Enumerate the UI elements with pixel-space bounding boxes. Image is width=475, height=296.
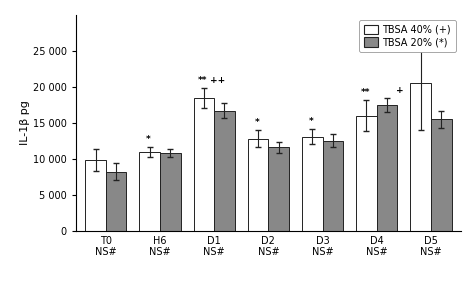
Text: **: ** — [361, 88, 370, 97]
Bar — [377, 105, 398, 231]
Bar — [302, 136, 323, 231]
Y-axis label: IL-1β pg: IL-1β pg — [20, 100, 30, 145]
Text: *: * — [309, 118, 314, 126]
Bar — [356, 116, 377, 231]
Bar — [106, 172, 126, 231]
Bar — [323, 141, 343, 231]
Bar — [139, 152, 160, 231]
Legend: TBSA 40% (+), TBSA 20% (*): TBSA 40% (+), TBSA 20% (*) — [359, 20, 456, 52]
Text: *: * — [146, 135, 151, 144]
Bar — [248, 139, 268, 231]
Bar — [194, 98, 214, 231]
Text: +: + — [396, 86, 403, 95]
Text: *: * — [255, 118, 259, 127]
Text: **: ** — [198, 76, 208, 85]
Bar — [85, 160, 106, 231]
Bar — [431, 119, 452, 231]
Bar — [268, 147, 289, 231]
Bar — [160, 153, 180, 231]
Text: ++: ++ — [209, 76, 225, 85]
Bar — [410, 83, 431, 231]
Bar — [214, 111, 235, 231]
Text: **: ** — [415, 25, 424, 33]
